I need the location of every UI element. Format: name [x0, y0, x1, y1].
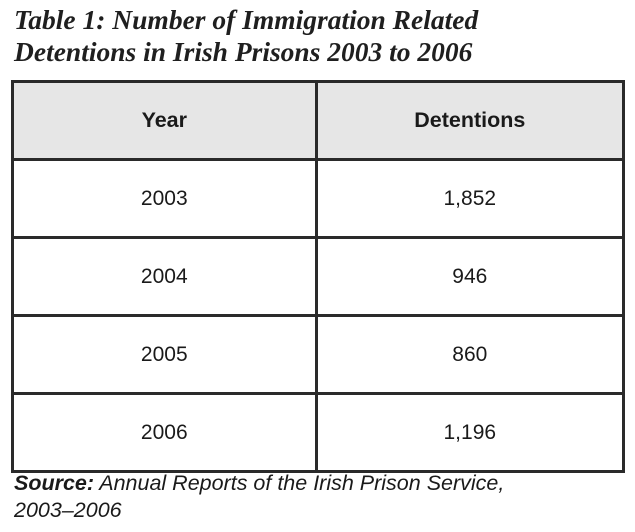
- table-title-line-2: Detentions in Irish Prisons 2003 to 2006: [14, 36, 473, 67]
- source-years: 2003–2006: [14, 498, 122, 522]
- cell-detentions: 1,852: [314, 158, 626, 239]
- table-title: Table 1: Number of Immigration Related D…: [14, 4, 624, 68]
- cell-detentions: 860: [314, 314, 626, 395]
- table-header-row: Year Detentions: [11, 80, 626, 161]
- source-label: Source:: [14, 471, 95, 495]
- cell-detentions: 946: [314, 236, 626, 317]
- header-year: Year: [11, 80, 318, 161]
- cell-year: 2006: [11, 392, 318, 473]
- cell-detentions: 1,196: [314, 392, 626, 473]
- detentions-table: Year Detentions 2003 1,852 2004 946 2005…: [11, 80, 626, 473]
- table-row: 2003 1,852: [11, 158, 626, 239]
- cell-year: 2003: [11, 158, 318, 239]
- source-text: Annual Reports of the Irish Prison Servi…: [99, 471, 505, 495]
- table-row: 2005 860: [11, 314, 626, 395]
- table-title-line-1: Table 1: Number of Immigration Related: [14, 4, 479, 35]
- source-note: Source: Annual Reports of the Irish Pris…: [14, 470, 629, 524]
- table-row: 2006 1,196: [11, 392, 626, 473]
- cell-year: 2005: [11, 314, 318, 395]
- table-row: 2004 946: [11, 236, 626, 317]
- header-detentions: Detentions: [314, 80, 626, 161]
- cell-year: 2004: [11, 236, 318, 317]
